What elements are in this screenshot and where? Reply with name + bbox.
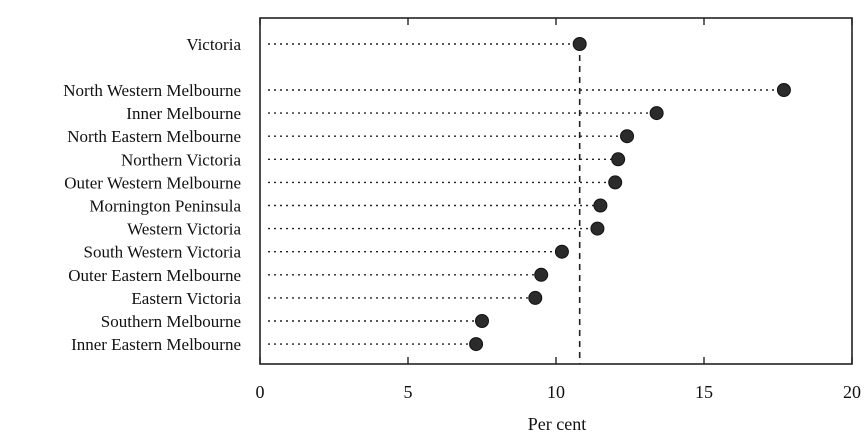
data-point [649, 106, 664, 121]
x-tick-label: 10 [547, 382, 565, 402]
data-point [528, 290, 543, 305]
category-label: Outer Eastern Melbourne [68, 266, 241, 285]
x-axis-title: Per cent [528, 414, 586, 434]
category-label: Outer Western Melbourne [64, 173, 241, 192]
category-label: Inner Eastern Melbourne [71, 335, 241, 354]
category-label: Southern Melbourne [101, 312, 241, 331]
category-label: North Eastern Melbourne [67, 127, 241, 146]
data-point [475, 314, 489, 328]
x-tick-label: 5 [404, 382, 413, 402]
data-point [776, 83, 791, 97]
category-label: Mornington Peninsula [89, 197, 241, 216]
x-tick-label: 20 [843, 382, 861, 402]
category-label: Northern Victoria [121, 150, 241, 169]
category-label: South Western Victoria [83, 243, 241, 262]
category-label: Victoria [186, 35, 241, 54]
data-point [572, 37, 587, 51]
data-point [611, 152, 626, 167]
category-label: Inner Melbourne [126, 104, 241, 123]
data-point [620, 129, 635, 144]
data-point [608, 175, 623, 190]
data-point [554, 244, 569, 259]
x-tick-label: 0 [256, 382, 265, 402]
data-point [590, 221, 605, 236]
data-point [593, 198, 608, 213]
category-label: Western Victoria [127, 220, 241, 239]
category-label: North Western Melbourne [63, 81, 241, 100]
plot-frame [259, 17, 853, 365]
category-label: Eastern Victoria [131, 289, 241, 308]
x-tick-label: 15 [695, 382, 713, 402]
data-point [534, 267, 549, 282]
data-point [469, 337, 484, 352]
